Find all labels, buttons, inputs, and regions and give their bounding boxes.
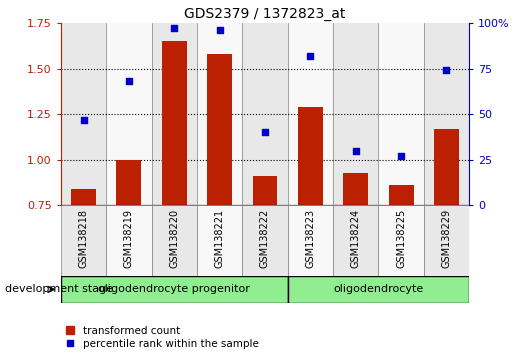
Bar <box>107 205 152 276</box>
Point <box>215 28 224 33</box>
Point <box>261 130 269 135</box>
Bar <box>61 205 107 276</box>
Text: oligodendrocyte: oligodendrocyte <box>333 284 423 295</box>
Bar <box>61 23 107 205</box>
Text: GSM138219: GSM138219 <box>124 209 134 268</box>
Bar <box>152 23 197 205</box>
Title: GDS2379 / 1372823_at: GDS2379 / 1372823_at <box>184 7 346 21</box>
Text: GSM138220: GSM138220 <box>169 209 179 268</box>
Text: GSM138221: GSM138221 <box>215 209 225 268</box>
Bar <box>423 23 469 205</box>
Bar <box>288 23 333 205</box>
Bar <box>152 205 197 276</box>
Bar <box>378 205 423 276</box>
Bar <box>388 185 413 205</box>
Bar <box>162 41 187 205</box>
Point <box>80 117 88 122</box>
Bar <box>288 276 469 303</box>
Bar <box>197 23 242 205</box>
Bar <box>242 23 288 205</box>
Bar <box>61 276 288 303</box>
Bar <box>242 205 288 276</box>
Point <box>397 153 405 159</box>
Text: GSM138229: GSM138229 <box>441 209 452 268</box>
Point <box>442 68 450 73</box>
Text: oligodendrocyte progenitor: oligodendrocyte progenitor <box>99 284 250 295</box>
Bar <box>107 23 152 205</box>
Point <box>306 53 315 59</box>
Bar <box>378 23 423 205</box>
Bar <box>423 205 469 276</box>
Text: GSM138222: GSM138222 <box>260 209 270 268</box>
Bar <box>117 160 142 205</box>
Bar <box>252 176 278 205</box>
Text: GSM138218: GSM138218 <box>78 209 89 268</box>
Text: GSM138223: GSM138223 <box>305 209 315 268</box>
Bar <box>298 107 323 205</box>
Bar <box>207 54 232 205</box>
Legend: transformed count, percentile rank within the sample: transformed count, percentile rank withi… <box>66 326 259 349</box>
Point <box>170 25 179 31</box>
Bar <box>434 129 459 205</box>
Bar <box>71 189 96 205</box>
Point <box>351 148 360 154</box>
Text: GSM138224: GSM138224 <box>351 209 361 268</box>
Text: development stage: development stage <box>5 284 113 295</box>
Bar <box>343 172 368 205</box>
Bar <box>288 205 333 276</box>
Bar <box>197 205 242 276</box>
Bar <box>333 23 378 205</box>
Point <box>125 79 133 84</box>
Text: GSM138225: GSM138225 <box>396 209 406 268</box>
Bar <box>333 205 378 276</box>
